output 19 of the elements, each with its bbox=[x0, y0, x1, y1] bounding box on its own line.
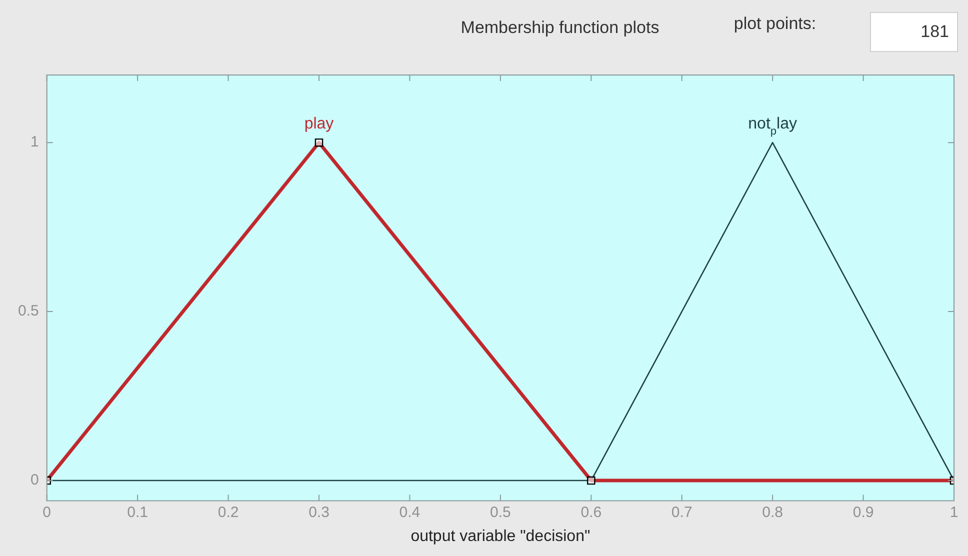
x-tick-label: 1 bbox=[950, 504, 958, 521]
series-label: play bbox=[304, 116, 334, 133]
x-tick-label: 0.9 bbox=[852, 504, 874, 521]
x-tick-label: 0.1 bbox=[127, 504, 148, 521]
x-tick-label: 0.4 bbox=[399, 504, 420, 521]
y-tick-label: 0 bbox=[30, 472, 39, 489]
x-tick-label: 0.8 bbox=[762, 504, 783, 521]
x-tick-label: 0.6 bbox=[580, 504, 602, 521]
y-tick-label: 0.5 bbox=[18, 302, 39, 320]
x-tick-label: 0.5 bbox=[490, 504, 511, 521]
input-field: 181 bbox=[870, 12, 958, 52]
x-tick-label: 0.2 bbox=[218, 504, 239, 521]
x-tick-label: 0 bbox=[42, 504, 52, 521]
x-tick-label: 0.7 bbox=[671, 504, 692, 521]
x-tick-label: 0.3 bbox=[308, 504, 330, 521]
x-axis-title: output variable "decision" bbox=[410, 528, 590, 545]
chart-title: Membership function plots bbox=[460, 18, 660, 38]
y-tick-label: 1 bbox=[30, 134, 39, 151]
text: plot points: bbox=[732, 14, 818, 34]
